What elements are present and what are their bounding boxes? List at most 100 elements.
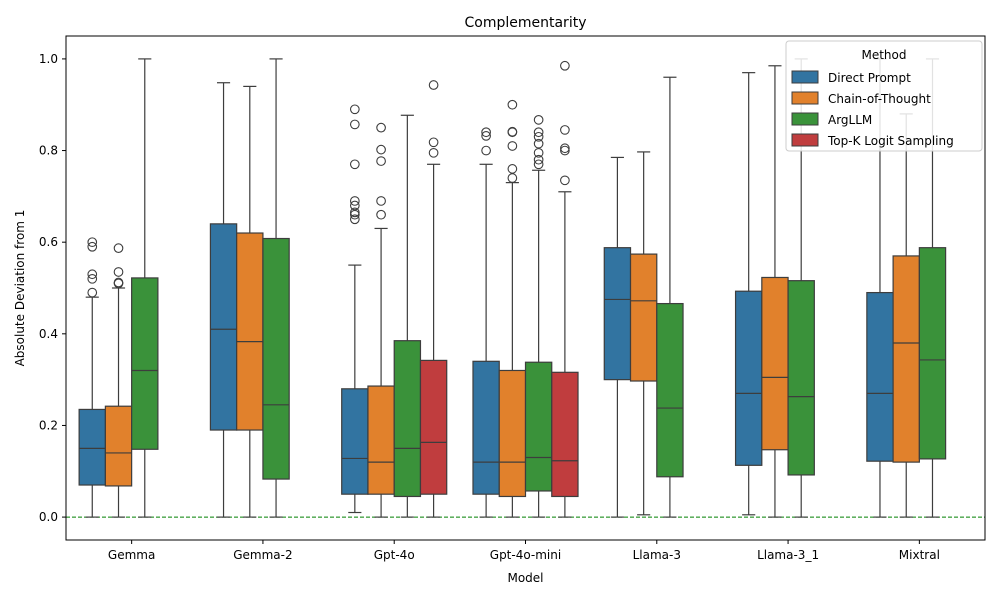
outlier-point — [376, 196, 386, 206]
iqr-box — [629, 253, 658, 382]
box-direct-prompt-llama-3_1 — [734, 72, 763, 516]
iqr-box — [892, 255, 920, 463]
iqr-box — [262, 237, 290, 480]
x-tick-label: Mixtral — [899, 548, 940, 562]
outlier-point — [507, 99, 518, 110]
box-chain-of-thought-gpt-4o-mini — [498, 99, 527, 518]
outlier-point — [349, 200, 360, 211]
legend-title: Method — [861, 48, 906, 62]
y-tick-label: 0.6 — [39, 235, 58, 249]
box-top-k-logit-sampling-gpt-4o — [419, 80, 448, 518]
outlier-point — [560, 175, 570, 186]
outlier-point — [560, 143, 570, 154]
y-tick-label: 0.0 — [39, 510, 58, 524]
outlier-point — [113, 267, 124, 277]
outlier-point — [113, 243, 124, 253]
box-direct-prompt-gemma — [78, 237, 106, 518]
outlier-point — [507, 126, 518, 137]
box-argllm-gemma — [131, 58, 159, 518]
legend-entry: Top-K Logit Sampling — [827, 134, 954, 148]
iqr-box — [603, 247, 632, 381]
legend-box — [785, 40, 983, 152]
outlier-point — [428, 137, 439, 148]
iqr-box — [209, 223, 238, 431]
iqr-box — [866, 291, 894, 462]
iqr-box — [734, 290, 763, 466]
outlier-point — [533, 127, 544, 138]
x-tick-label: Llama-3 — [633, 548, 681, 562]
y-axis-label: Absolute Deviation from 1 — [13, 210, 27, 367]
iqr-box — [551, 371, 579, 498]
chart-title: Complementarity — [465, 15, 587, 31]
outlier-point — [533, 138, 544, 149]
outlier-point — [349, 104, 360, 115]
outlier-point — [376, 156, 386, 166]
outlier-point — [349, 207, 360, 218]
outlier-point — [87, 237, 98, 248]
iqr-box — [367, 385, 395, 495]
outlier-point — [87, 273, 98, 284]
iqr-box — [419, 359, 448, 495]
box-top-k-logit-sampling-gpt-4o-mini — [551, 60, 579, 518]
outlier-point — [349, 214, 360, 225]
outlier-point — [533, 154, 544, 165]
y-tick-label: 1.0 — [39, 52, 58, 66]
axes-layer: 0.0 0.2 0.4 0.6 0.8 1.0 Gemma Gemma-2 Gpt-4o Gpt-… — [39, 35, 986, 562]
x-tick-label: Gpt-4o — [374, 548, 415, 562]
box-chain-of-thought-gemma-2 — [236, 85, 264, 518]
outlier-point — [87, 241, 98, 252]
box-chain-of-thought-gemma — [104, 243, 133, 518]
y-tick-label: 0.2 — [39, 418, 58, 432]
legend-swatch — [791, 70, 819, 84]
iqr-box — [341, 388, 369, 495]
outlier-point — [428, 80, 439, 90]
outlier-point — [533, 131, 544, 142]
outlier-point — [533, 147, 544, 158]
outlier-point — [560, 60, 570, 71]
legend-entry: Chain-of-Thought — [828, 92, 931, 106]
outlier-point — [507, 173, 518, 183]
iqr-box — [131, 277, 159, 450]
outlier-point — [481, 131, 491, 141]
outlier-point — [349, 159, 360, 170]
box-chain-of-thought-llama-3_1 — [761, 65, 789, 518]
iqr-box — [472, 360, 500, 495]
legend-entry: ArgLLM — [828, 113, 872, 127]
box-direct-prompt-gpt-4o-mini — [472, 127, 500, 518]
y-tick-label: 0.4 — [39, 327, 58, 341]
box-argllm-gpt-4o — [393, 114, 422, 518]
x-tick-label: Gpt-4o-mini — [490, 548, 561, 562]
outlier-point — [533, 159, 544, 170]
legend-swatch — [791, 112, 819, 126]
x-axis-label: Model — [507, 571, 543, 585]
box-direct-prompt-gpt-4o — [341, 104, 369, 514]
iqr-box — [393, 340, 422, 498]
iqr-box — [104, 405, 133, 487]
x-tick-label: Gemma-2 — [233, 548, 292, 562]
legend-entry: Direct Prompt — [828, 71, 911, 85]
y-tick-label: 0.8 — [39, 144, 58, 158]
outlier-point — [349, 196, 360, 206]
iqr-box — [78, 408, 106, 486]
outlier-point — [349, 119, 360, 130]
outlier-point — [87, 269, 98, 280]
iqr-box — [787, 280, 815, 476]
outlier-point — [481, 127, 491, 138]
iqr-box — [918, 247, 947, 460]
box-argllm-llama-3 — [656, 76, 684, 518]
legend: Method Direct Prompt Chain-of-Thought ArgLL… — [785, 40, 983, 152]
x-tick-label: Llama-3_1 — [757, 548, 819, 562]
iqr-box — [524, 361, 553, 492]
box-chain-of-thought-llama-3 — [629, 151, 658, 516]
legend-swatch — [791, 91, 819, 105]
outlier-point — [507, 141, 518, 151]
iqr-box — [761, 276, 789, 451]
outlier-point — [481, 145, 491, 156]
box-argllm-llama-3_1 — [787, 58, 815, 518]
outlier-point — [349, 209, 360, 220]
x-tick-label: Gemma — [108, 548, 155, 562]
outlier-point — [376, 122, 386, 133]
iqr-box — [498, 369, 527, 498]
legend-swatch — [791, 133, 819, 147]
